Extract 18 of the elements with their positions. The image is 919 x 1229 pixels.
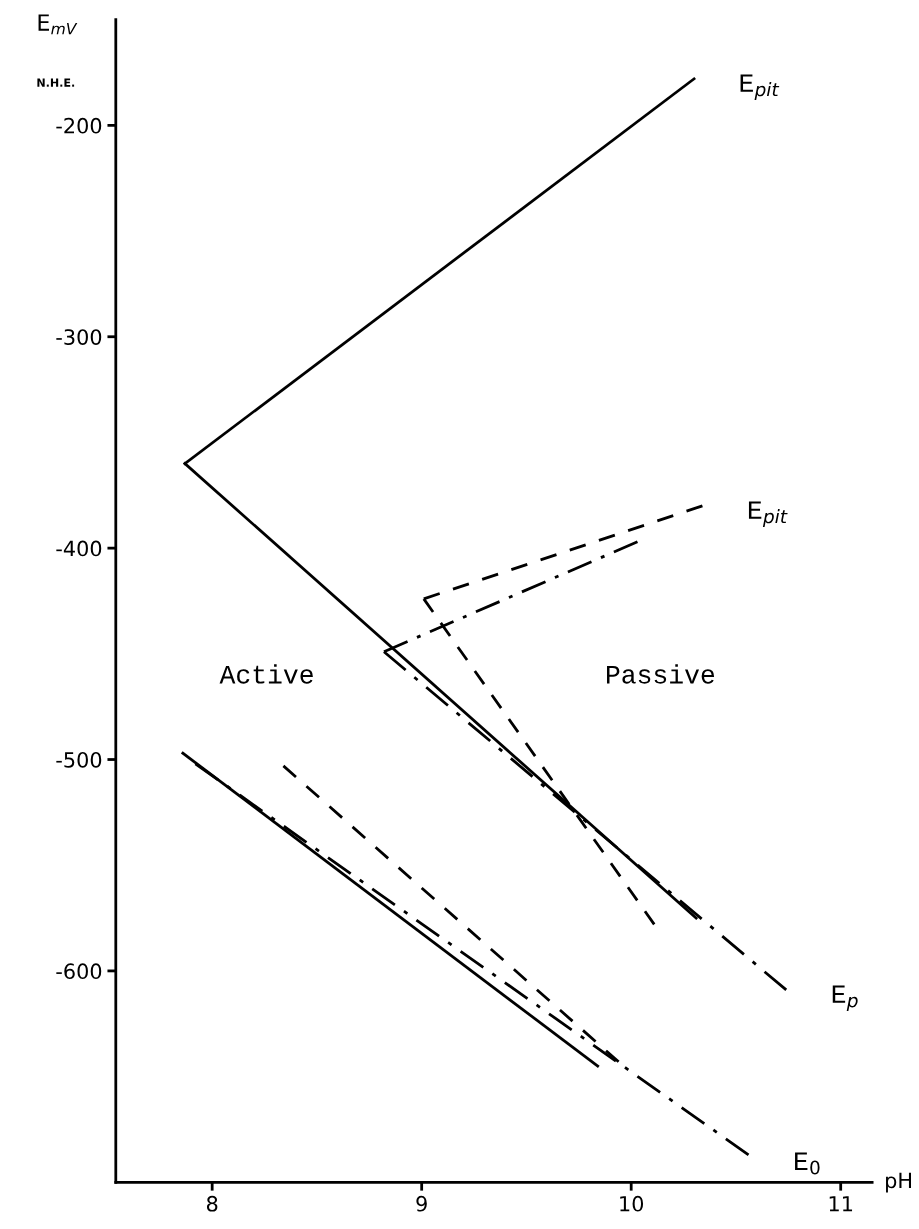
x-axis-title: pH [886,1172,911,1193]
series-label: E$_{p}$ [832,985,858,1012]
x-tick-label: 11 [829,1196,853,1212]
series-label: E$_{pit}$ [740,74,780,100]
series-label: E$_{pit}$ [748,501,788,527]
annotation: Passive [607,664,715,684]
x-tick-label: 10 [620,1195,644,1212]
series-label: E$_{0}$ [795,1152,820,1175]
y-tick-label: -200 [56,117,102,134]
y-tick-label: -400 [56,540,102,557]
text: N.H.E. [37,78,75,87]
y-axis-title: E$_{mV}$ [38,14,78,35]
annotation: Active [219,664,313,684]
y-tick-label: -600 [56,963,102,980]
y-tick-label: -300 [56,329,102,345]
y-tick-label: -500 [56,751,102,768]
x-tick-label: 9 [416,1195,427,1212]
x-tick-label: 8 [206,1195,218,1212]
